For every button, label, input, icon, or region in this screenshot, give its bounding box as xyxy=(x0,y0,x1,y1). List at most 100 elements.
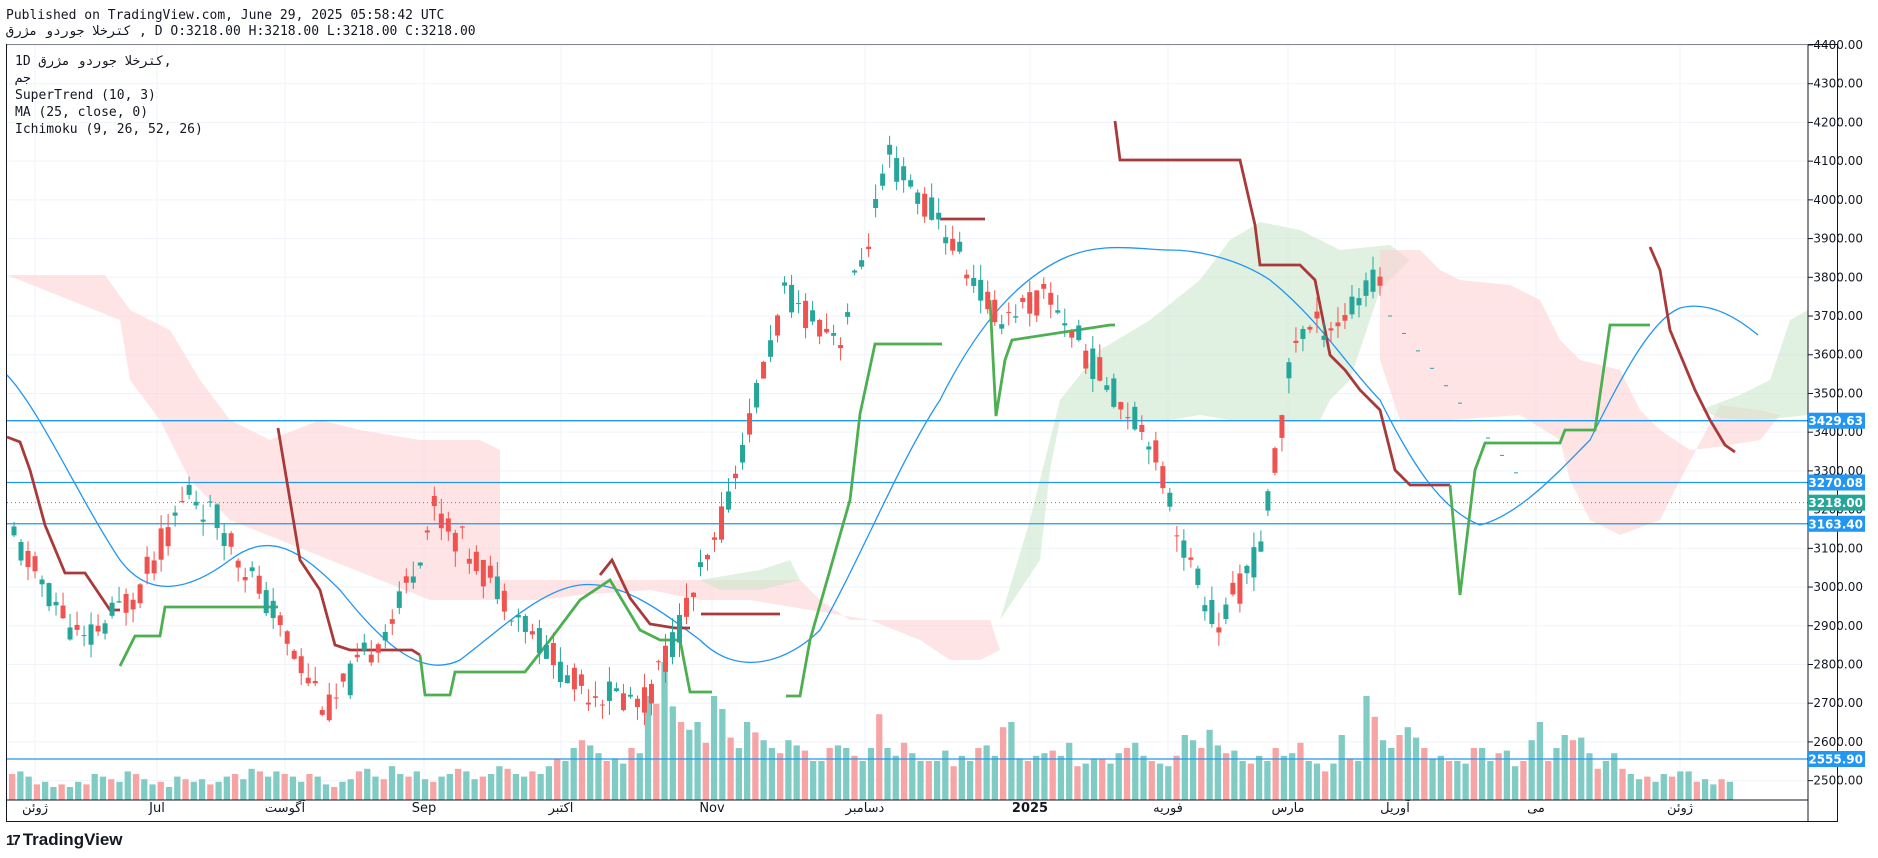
volume-bar xyxy=(1115,753,1122,800)
x-tick-label: ژوئن xyxy=(22,801,48,816)
candle-body xyxy=(1258,541,1264,552)
tradingview-logo[interactable]: 17 TradingView xyxy=(6,830,123,850)
legend-indicator-supertrend[interactable]: SuperTrend (10, 3) xyxy=(15,88,156,103)
volume-bar xyxy=(91,774,98,800)
volume-bar xyxy=(1033,755,1040,800)
candle-body xyxy=(1006,312,1012,314)
candle-body xyxy=(1013,316,1019,318)
volume-bar xyxy=(1000,727,1007,800)
volume-bar xyxy=(1239,761,1246,800)
candle-body xyxy=(1335,322,1341,327)
published-note: Published on TradingView.com, June 29, 2… xyxy=(6,8,445,23)
volume-bar xyxy=(25,776,32,800)
volume-bar xyxy=(83,784,90,800)
candle-body xyxy=(1167,492,1173,507)
volume-bar xyxy=(702,742,709,800)
candle-body xyxy=(887,144,893,155)
volume-bar xyxy=(1454,761,1461,800)
price-label-box xyxy=(1808,750,1865,767)
volume-bar xyxy=(1355,761,1362,800)
volume-bar xyxy=(314,776,321,800)
volume-bar xyxy=(1536,722,1544,800)
candle-body xyxy=(964,274,970,279)
volume-bar xyxy=(347,779,354,800)
candle-body xyxy=(634,698,640,708)
price-label-box xyxy=(1808,412,1865,429)
candle-body xyxy=(880,173,886,186)
candle-body xyxy=(740,444,746,463)
volume-bar xyxy=(1553,748,1560,800)
volume-bar xyxy=(281,774,288,800)
candle-body xyxy=(866,246,872,250)
volume-bar xyxy=(710,696,718,800)
y-tick-label: 2700.00 xyxy=(1813,696,1863,710)
candle-body xyxy=(67,627,73,640)
legend-indicator-ichimoku[interactable]: Ichimoku (9, 26, 52, 26) xyxy=(15,122,203,137)
price-label: 2555.90 xyxy=(1808,752,1863,766)
candle-body xyxy=(95,625,101,632)
supertrend-down-segment xyxy=(1648,246,1736,454)
volume-bar xyxy=(1718,779,1725,800)
candle-body xyxy=(1272,448,1278,473)
candle-body xyxy=(368,654,374,663)
volume-bar xyxy=(900,742,908,800)
volume-bar xyxy=(1140,755,1147,800)
candle-body xyxy=(915,192,921,204)
candle-body xyxy=(620,693,626,711)
supertrend-down-segment xyxy=(1113,120,1450,487)
cloud-segment xyxy=(1380,250,1780,535)
volume-bar xyxy=(298,781,305,800)
volume-bar xyxy=(364,768,371,800)
volume-bar xyxy=(1421,748,1428,800)
candle-body xyxy=(361,642,367,651)
candle-body xyxy=(803,300,809,329)
candle-body xyxy=(102,623,108,634)
candle-body xyxy=(256,575,262,594)
y-tick-label: 3000.00 xyxy=(1813,580,1863,594)
candle-body xyxy=(305,677,311,684)
candle-body xyxy=(1090,348,1096,379)
volume-bar xyxy=(1099,758,1106,800)
volume-bar xyxy=(1057,755,1065,800)
volume-bar xyxy=(587,745,594,800)
x-tick-label: 2025 xyxy=(1012,801,1048,816)
candle-body xyxy=(284,631,290,644)
volume-bar xyxy=(463,771,470,800)
volume-bar xyxy=(223,776,230,800)
volume-bar xyxy=(157,781,164,800)
candle-body xyxy=(845,312,851,317)
volume-bar xyxy=(430,781,437,800)
candle-body xyxy=(130,599,136,610)
candle-body xyxy=(242,577,248,581)
candle-body xyxy=(1314,311,1320,319)
candle-body xyxy=(908,180,914,187)
legend-indicator-ma[interactable]: MA (25, close, 0) xyxy=(15,105,149,120)
candle-body xyxy=(459,526,465,528)
candle-body xyxy=(200,519,206,522)
volume-bar xyxy=(1346,758,1354,800)
y-tick-label: 4100.00 xyxy=(1813,154,1863,168)
legend-symbol-sub: جم xyxy=(15,71,31,86)
volume-bar xyxy=(810,761,817,800)
volume-bar xyxy=(1206,729,1213,800)
volume-bar xyxy=(578,740,586,800)
volume-bar xyxy=(322,784,330,800)
volume-bar xyxy=(198,779,206,800)
volume-bar xyxy=(752,732,759,800)
y-tick-label: 3800.00 xyxy=(1813,270,1863,284)
candle-body xyxy=(1251,547,1257,578)
candle-body xyxy=(852,270,858,273)
candle-body xyxy=(249,567,255,572)
volume-bar xyxy=(1338,735,1345,800)
candle-body xyxy=(1083,350,1089,369)
volume-bar xyxy=(388,766,396,800)
candle-body xyxy=(943,237,949,244)
candle-body xyxy=(901,166,907,181)
volume-bar xyxy=(892,755,899,800)
volume-bar xyxy=(1412,737,1420,800)
candle-body xyxy=(172,512,178,516)
volume-bar xyxy=(33,784,41,800)
candle-body xyxy=(894,158,900,182)
candle-body xyxy=(151,560,157,574)
